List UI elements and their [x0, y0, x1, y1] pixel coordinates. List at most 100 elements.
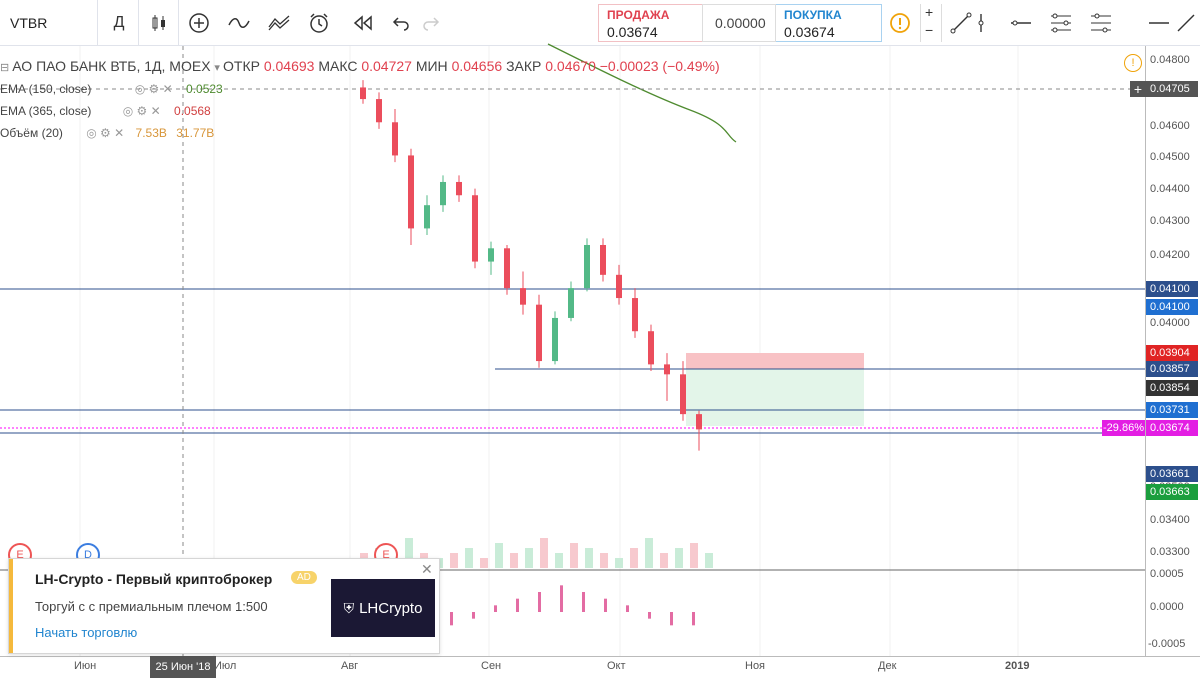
volume-bar: [570, 543, 578, 568]
undo-icon[interactable]: [382, 0, 420, 46]
time-label: Дек: [878, 660, 897, 672]
price-tick: 0.04300: [1150, 215, 1190, 227]
oscillator-bar: [626, 605, 629, 612]
indicator-multi-icon[interactable]: [260, 0, 298, 46]
oscillator-bar: [450, 612, 453, 626]
candle-body: [392, 122, 398, 156]
volume-bar: [585, 548, 593, 568]
stop-price-badge: 0.03904: [1146, 345, 1198, 361]
candle-body: [552, 317, 558, 362]
candle-body: [536, 304, 542, 362]
close-icon[interactable]: ✕: [421, 561, 433, 577]
collapse-icon[interactable]: ⊟: [0, 62, 13, 74]
candle-body: [568, 288, 574, 318]
price-tick: 0.04400: [1150, 183, 1190, 195]
legend-controls-icon[interactable]: ◎ ⚙ ✕: [134, 82, 173, 96]
price-scale[interactable]: [1145, 46, 1200, 656]
ohlc-change: −0.00023 (−0.49%): [599, 58, 720, 74]
ad-accent-bar: [9, 559, 13, 653]
ad-cta-link[interactable]: Начать торговлю: [35, 625, 138, 640]
main-legend: ⊟ АО ПАО БАНК ВТБ, 1Д, MOEX ▾ ОТКР 0.046…: [0, 58, 720, 74]
legend-controls-icon[interactable]: ◎ ⚙ ✕: [122, 104, 161, 118]
alert-clock-icon[interactable]: [300, 0, 338, 46]
trend-line-icon[interactable]: [942, 0, 980, 46]
level-badge-03854: 0.03854: [1146, 380, 1198, 396]
candle-style-icon[interactable]: [140, 0, 179, 46]
add-level-icon[interactable]: +: [1130, 81, 1146, 97]
volume-bar: [555, 553, 563, 568]
osc-tick: 0.0000: [1150, 601, 1184, 613]
ema150-name: EMA (150, close): [0, 82, 92, 96]
volume-bar: [675, 548, 683, 568]
ohlc-close-label: ЗАКР: [506, 58, 542, 74]
ohlc-low-label: МИН: [415, 58, 448, 74]
level-badge-03857: 0.03857: [1146, 361, 1198, 377]
time-label: Ноя: [745, 660, 766, 672]
osc-tick: 0.0005: [1150, 568, 1184, 580]
ema365-value: 0.0568: [174, 104, 211, 118]
symbol-search[interactable]: VTBR: [0, 0, 98, 46]
indicator-wave-icon[interactable]: [220, 0, 258, 46]
volume-bar: [525, 548, 533, 568]
trading-info-icon[interactable]: [882, 0, 918, 46]
time-label: Окт: [607, 660, 626, 672]
horizontal-ray-icon[interactable]: [1002, 0, 1040, 46]
buy-button[interactable]: ПОКУПКА 0.03674: [776, 4, 882, 42]
candle-body: [520, 288, 526, 305]
info-icon[interactable]: !: [1124, 54, 1142, 72]
level-badge-03661: 0.03661: [1146, 466, 1198, 482]
volume-bar: [465, 548, 473, 568]
ema150-value: 0.0523: [186, 82, 223, 96]
replay-icon[interactable]: [344, 0, 382, 46]
zoom-controls: + −: [920, 4, 942, 42]
candle-body: [456, 181, 462, 196]
volume-legend[interactable]: Объём (20) ◎ ⚙ ✕ 7.53B 31.77B: [0, 126, 214, 140]
ema-150-line[interactable]: [547, 43, 737, 143]
oscillator-bar: [516, 598, 519, 612]
redo-icon[interactable]: [412, 0, 450, 46]
ad-popup[interactable]: LH-Crypto - Первый криптоброкер AD Торгу…: [8, 558, 440, 654]
price-tick: 0.04800: [1150, 54, 1190, 66]
stop-loss-zone[interactable]: [686, 353, 864, 369]
zoom-in-icon[interactable]: +: [925, 4, 934, 20]
zoom-out-icon[interactable]: −: [925, 22, 934, 38]
candle-body: [376, 99, 382, 123]
parallel-channel-icon[interactable]: [1042, 0, 1080, 46]
volume-bar: [615, 558, 623, 568]
volume-bar: [540, 538, 548, 568]
legend-dropdown-icon[interactable]: ▾: [214, 62, 223, 74]
spread-value: 0.00000: [715, 15, 766, 31]
candle-body: [504, 248, 510, 289]
buy-label: ПОКУПКА: [784, 8, 842, 22]
ema365-legend[interactable]: EMA (365, close) ◎ ⚙ ✕ 0.0568: [0, 104, 211, 118]
ohlc-high: 0.04727: [361, 58, 412, 74]
interval-button[interactable]: Д: [100, 0, 139, 46]
oscillator-histogram: [450, 585, 695, 626]
main-title: АО ПАО БАНК ВТБ, 1Д, MOEX: [12, 58, 211, 74]
oscillator-bar: [538, 592, 541, 612]
vertical-line-icon[interactable]: [962, 0, 1000, 46]
ad-badge: AD: [291, 571, 317, 584]
diagonal-ray-icon[interactable]: [1172, 0, 1200, 46]
candle-body: [600, 244, 606, 275]
take-profit-zone[interactable]: [686, 369, 864, 426]
candle-body: [680, 374, 686, 415]
pitchfork-icon[interactable]: [1082, 0, 1120, 46]
ohlc-open-label: ОТКР: [223, 58, 260, 74]
oscillator-bar: [494, 605, 497, 612]
chart-grid: [79, 46, 1019, 656]
sell-button[interactable]: ПРОДАЖА 0.03674: [598, 4, 702, 42]
shield-icon: ⛨: [343, 599, 355, 616]
buy-value: 0.03674: [784, 24, 835, 40]
ad-logo[interactable]: ⛨ LHCrypto: [331, 579, 435, 637]
legend-controls-icon[interactable]: ◎ ⚙ ✕: [86, 126, 125, 140]
volume-bar: [450, 553, 458, 568]
time-label: Сен: [481, 660, 502, 672]
candle-body: [664, 364, 670, 375]
ohlc-close: 0.04670: [545, 58, 596, 74]
add-indicator-icon[interactable]: [180, 0, 218, 46]
ema150-legend[interactable]: EMA (150, close) ◎ ⚙ ✕ 0.0523: [0, 82, 223, 96]
oscillator-bar: [560, 585, 563, 612]
osc-tick: -0.0005: [1148, 638, 1186, 650]
fib-line-icon[interactable]: [1140, 0, 1178, 46]
